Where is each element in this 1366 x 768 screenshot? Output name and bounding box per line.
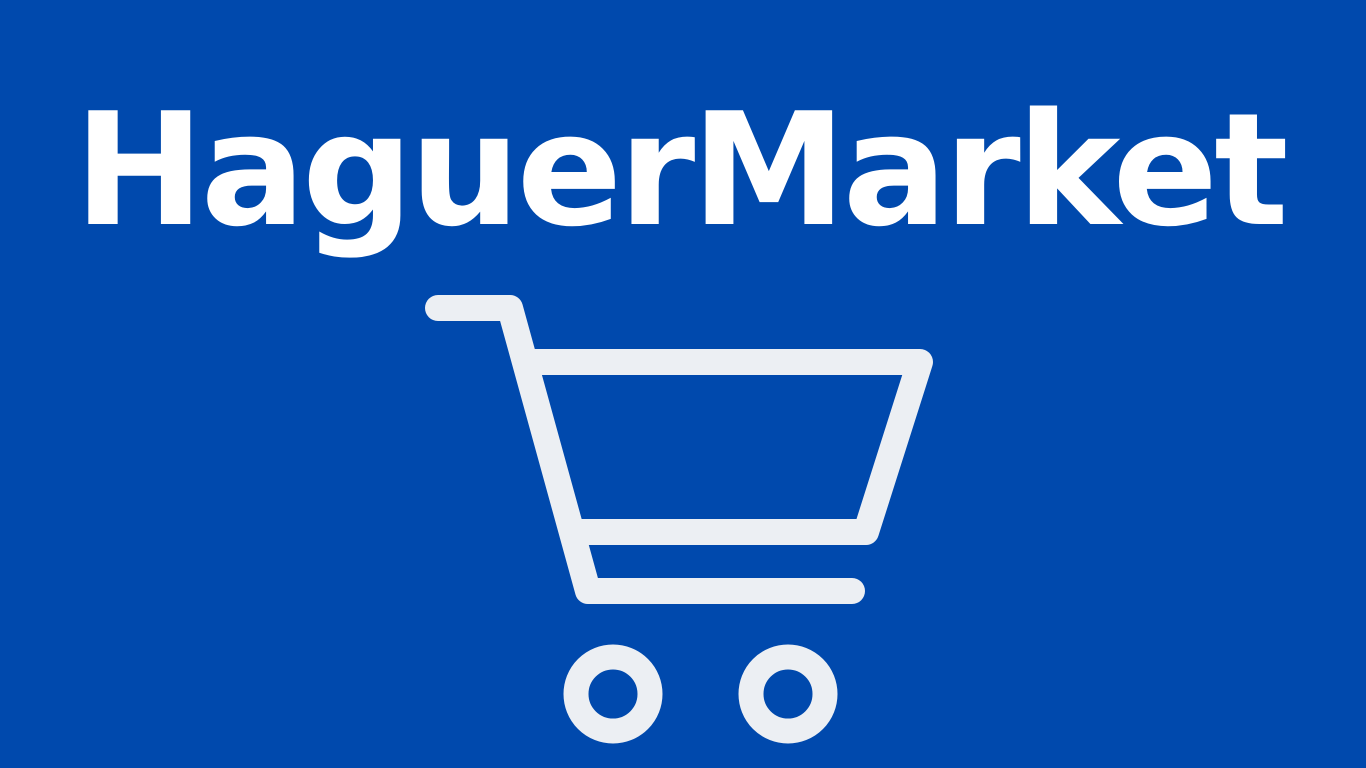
brand-name: HaguerMarket	[74, 79, 1289, 261]
shopping-cart-icon	[420, 286, 950, 768]
